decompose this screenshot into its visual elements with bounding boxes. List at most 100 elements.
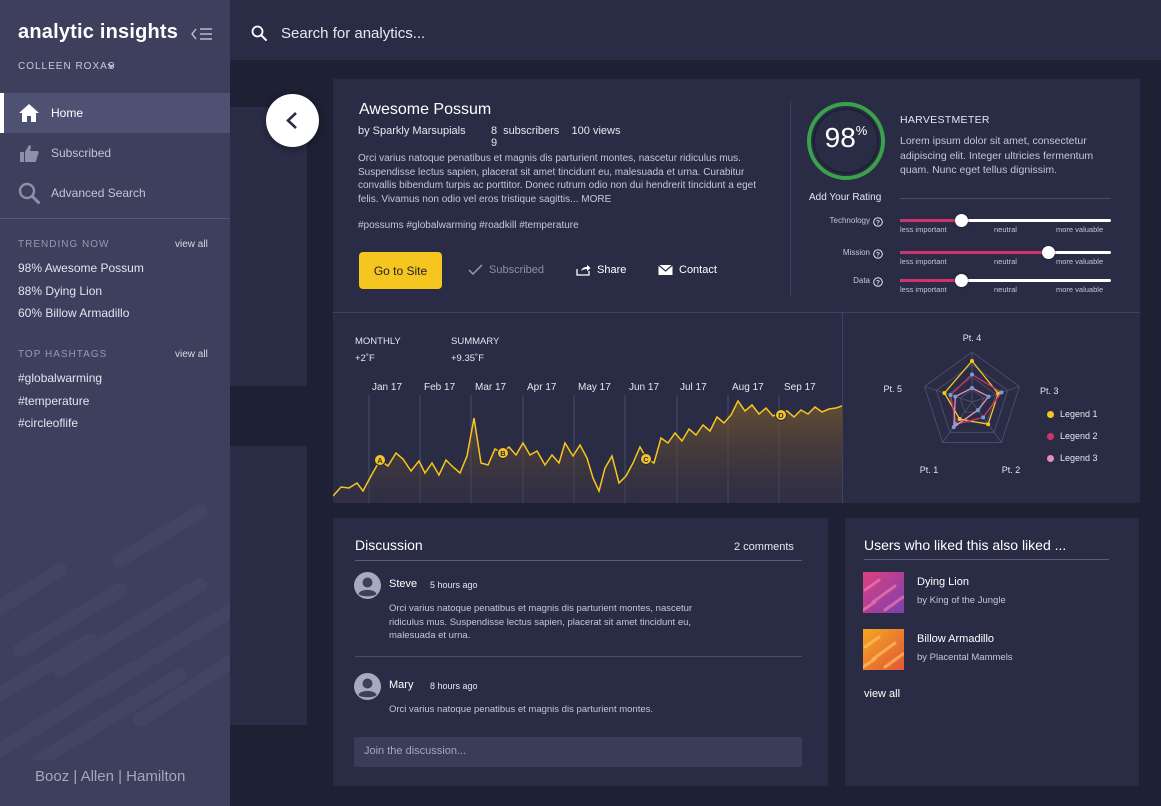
recommendations-view-all-link[interactable]: view all: [864, 688, 901, 700]
marker-label: A: [377, 456, 383, 465]
hashtag-list: #globalwarming #temperature #circleoflif…: [18, 367, 102, 435]
scale-label: neutral: [994, 225, 1017, 234]
help-icon[interactable]: ?: [873, 217, 883, 227]
search-icon[interactable]: [251, 25, 267, 41]
view-count: 100: [571, 125, 590, 137]
contact-label: Contact: [679, 264, 717, 276]
search-input[interactable]: Search for analytics...: [281, 25, 426, 42]
share-button[interactable]: Share: [576, 264, 626, 276]
recommendation-name[interactable]: Dying Lion: [917, 576, 969, 588]
contact-button[interactable]: Contact: [658, 264, 717, 276]
nav-item-advanced-search[interactable]: Advanced Search: [0, 173, 230, 213]
add-rating-link[interactable]: Add Your Rating: [809, 192, 882, 203]
svg-text:?: ?: [876, 279, 880, 286]
month-label: Mar 17: [475, 382, 507, 393]
go-to-site-button[interactable]: Go to Site: [359, 252, 442, 289]
divider: [355, 656, 802, 657]
slider-handle[interactable]: [955, 214, 969, 227]
event-marker[interactable]: C: [640, 453, 652, 465]
thumbnail-image[interactable]: [863, 629, 904, 670]
nav-label: Home: [51, 106, 84, 120]
thumbnail-image[interactable]: [863, 572, 904, 613]
divider: [333, 312, 1140, 313]
recommendation-name[interactable]: Billow Armadillo: [917, 633, 995, 645]
collapse-menu-icon[interactable]: [190, 26, 214, 42]
app-logo[interactable]: analytic insights: [18, 21, 179, 43]
share-label: Share: [597, 264, 627, 276]
trending-view-all-link[interactable]: view all: [175, 239, 208, 250]
avatar-icon[interactable]: [354, 572, 381, 599]
rating-slider[interactable]: [900, 214, 1111, 227]
trending-heading: TRENDING NOW: [18, 239, 110, 250]
home-icon: [19, 104, 39, 122]
legend-item[interactable]: Legend 2: [1047, 431, 1098, 441]
temperature-timeline[interactable]: A B C D: [333, 313, 842, 503]
hashtag-item[interactable]: #temperature: [18, 393, 90, 408]
event-marker[interactable]: D: [775, 409, 787, 421]
radar-point: [999, 390, 1004, 395]
radar-grid: [923, 351, 1021, 443]
legend-swatch: [1047, 454, 1054, 462]
legend-label: Legend 3: [1060, 453, 1098, 463]
legend-item[interactable]: Legend 3: [1047, 453, 1098, 463]
search-icon: [18, 182, 40, 204]
nav-item-subscribed[interactable]: Subscribed: [0, 133, 230, 173]
tag-list[interactable]: #possums #globalwarming #roadkill #tempe…: [358, 220, 579, 231]
comment-author[interactable]: Steve: [389, 578, 418, 590]
chevron-left-icon: [286, 112, 297, 129]
comment-author[interactable]: Mary: [389, 679, 414, 691]
hashtag-item[interactable]: #circleoflife: [18, 416, 79, 431]
back-button[interactable]: [266, 94, 319, 147]
subscribed-button[interactable]: Subscribed: [468, 264, 544, 276]
subscribed-label: Subscribed: [489, 264, 545, 276]
user-menu[interactable]: COLLEEN ROXAS: [18, 61, 116, 72]
radar-point: [951, 425, 956, 430]
comment-time: 8 hours ago: [430, 681, 478, 691]
scale-label: less important: [900, 225, 947, 234]
svg-text:?: ?: [876, 251, 880, 258]
slider-handle[interactable]: [955, 274, 969, 287]
help-icon[interactable]: ?: [873, 249, 883, 259]
description: Orci varius natoque penatibus et magnis …: [358, 153, 757, 205]
event-marker[interactable]: B: [497, 447, 509, 459]
scale-label: more valuable: [1056, 225, 1104, 234]
nav-divider: [0, 218, 230, 219]
divider: [355, 560, 802, 561]
trending-item[interactable]: 98% Awesome Possum: [18, 261, 144, 275]
hashtag-item[interactable]: #globalwarming: [18, 371, 103, 385]
radar-point: [948, 393, 953, 398]
radar-point: [975, 408, 980, 413]
hashtags-view-all-link[interactable]: view all: [175, 349, 208, 360]
nav-item-home[interactable]: Home: [0, 93, 230, 133]
scale-label: more valuable: [1056, 257, 1104, 266]
month-label: Jan 17: [372, 382, 403, 393]
scale-label: neutral: [994, 285, 1017, 294]
trending-item[interactable]: 60% Billow Armadillo: [18, 306, 130, 321]
help-icon[interactable]: ?: [873, 277, 883, 287]
divider: [842, 313, 843, 503]
marker-label: B: [500, 449, 506, 458]
scale-label: neutral: [994, 257, 1017, 266]
event-marker[interactable]: A: [374, 454, 386, 466]
chevron-down-icon[interactable]: [107, 62, 115, 70]
avatar-icon[interactable]: [354, 673, 381, 700]
radar-point: [970, 372, 974, 377]
legend-item[interactable]: Legend 1: [1047, 409, 1098, 419]
radar-series: [953, 387, 990, 429]
marker-label: C: [643, 455, 649, 464]
radar-series: [949, 373, 1003, 426]
rating-slider[interactable]: [900, 274, 1111, 287]
author-link[interactable]: by Sparkly Marsupials: [358, 125, 466, 137]
rating-slider[interactable]: [900, 246, 1111, 259]
slider-handle[interactable]: [1041, 246, 1055, 259]
background-panel: [230, 107, 307, 386]
radar-point: [953, 394, 958, 399]
nav-label: Subscribed: [51, 146, 112, 160]
trending-item[interactable]: 88% Dying Lion: [18, 283, 103, 298]
slider-fill: [900, 251, 1048, 254]
view-label: views: [592, 125, 621, 137]
checkmark-icon: [468, 264, 483, 276]
page-title: Awesome Possum: [359, 101, 492, 118]
timeline-line: [333, 399, 842, 497]
comment-input[interactable]: Join the discussion...: [354, 737, 802, 767]
